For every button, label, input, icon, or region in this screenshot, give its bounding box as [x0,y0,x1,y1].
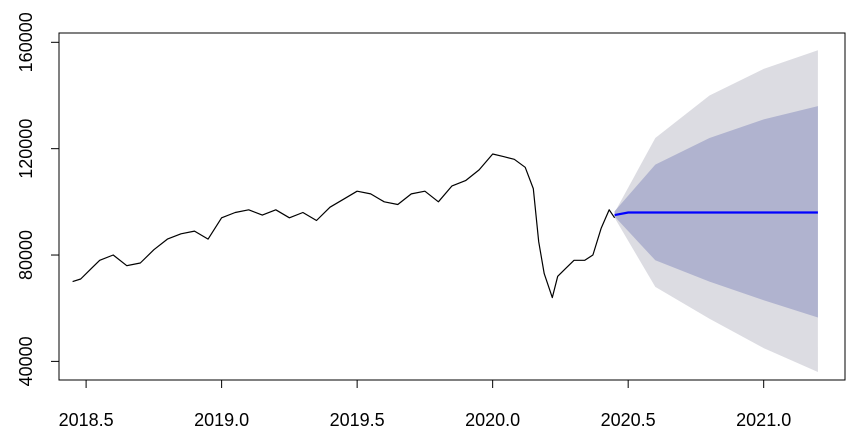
x-tick-label: 2019.0 [194,410,249,430]
y-tick-label: 160000 [16,12,36,72]
x-tick-label: 2018.5 [59,410,114,430]
plot-area [58,32,846,381]
y-tick-label: 80000 [16,230,36,280]
x-tick-label: 2021.0 [736,410,791,430]
forecast-mean-line [614,211,818,217]
x-tick-label: 2020.0 [465,410,520,430]
y-tick-label: 120000 [16,119,36,179]
x-tick-label: 2020.5 [601,410,656,430]
historical-series-line [72,153,616,299]
x-axis: 2018.5 2019.0 2019.5 2020.0 2020.5 2021.0 [59,379,791,430]
x-tick-label: 2019.5 [330,410,385,430]
y-axis: 40000 80000 120000 160000 [16,12,60,386]
y-tick-label: 40000 [16,336,36,386]
